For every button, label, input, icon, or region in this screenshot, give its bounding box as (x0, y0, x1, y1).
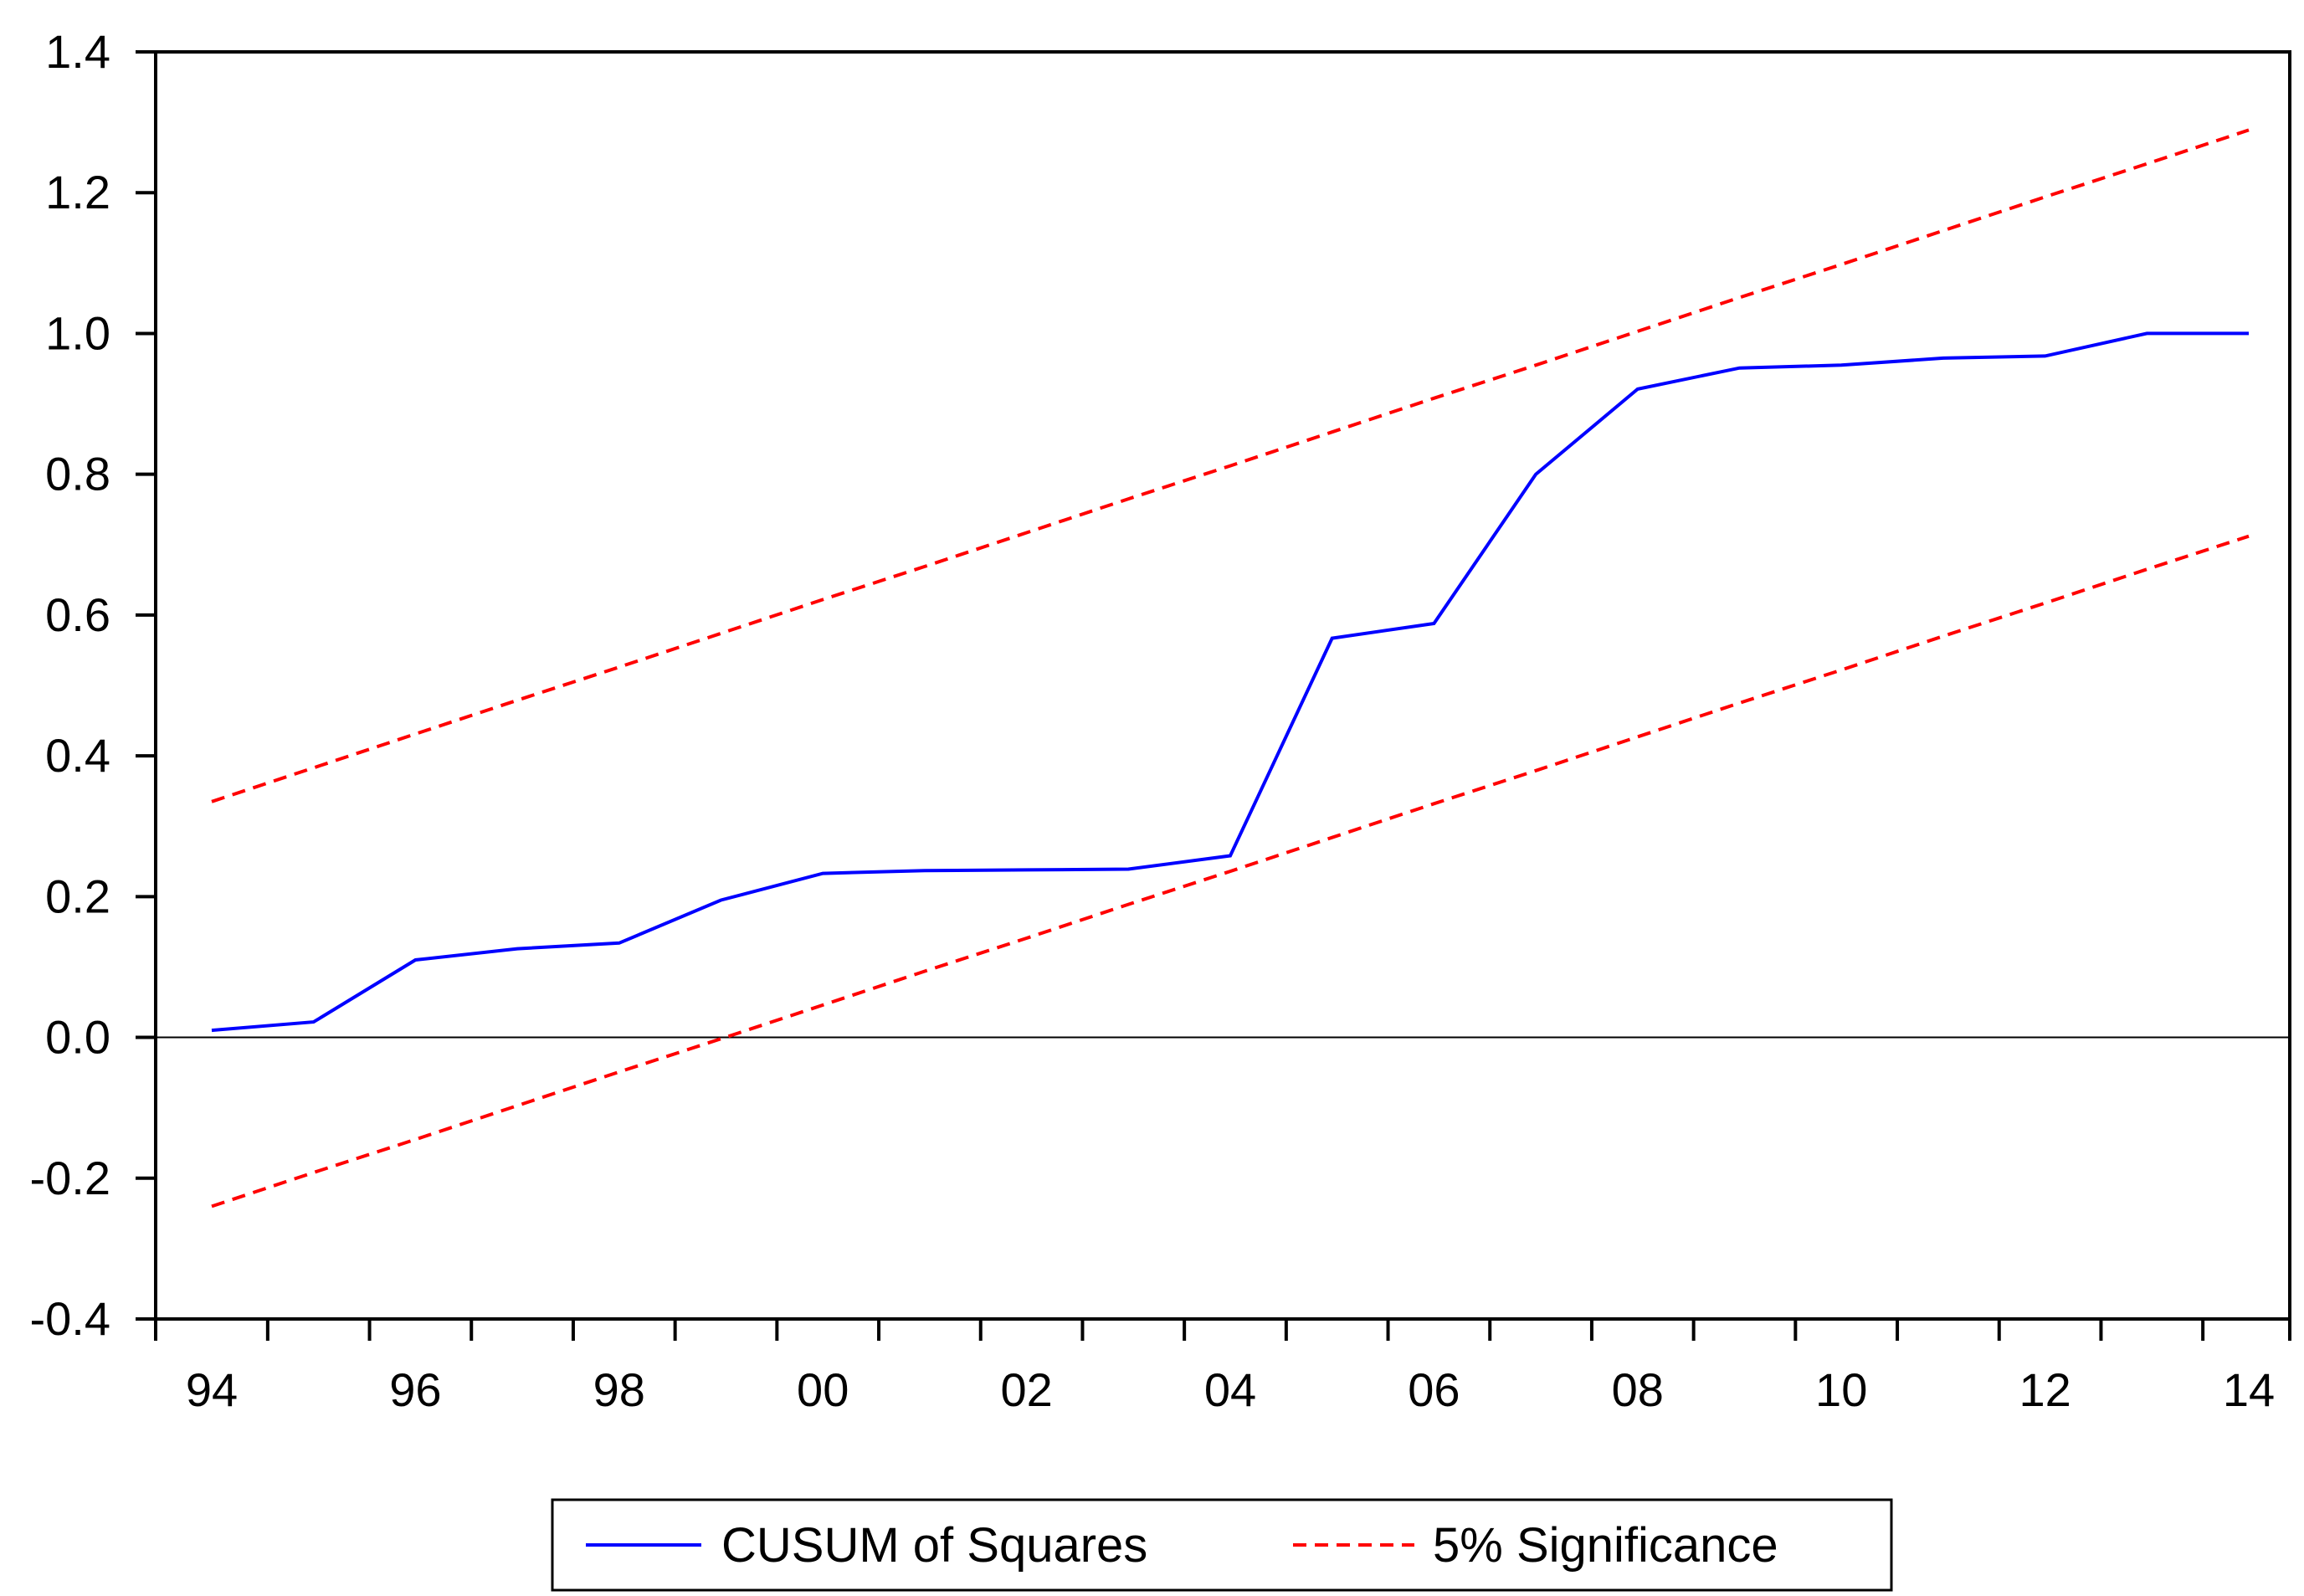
cusum-squares-line (211, 331, 2249, 1033)
legend-box (551, 1498, 1893, 1592)
x-tick-label: 08 (1612, 1363, 1664, 1416)
y-tick-label: 1.0 (45, 306, 110, 359)
x-tick-label: 02 (1000, 1363, 1052, 1416)
y-tick-label: 1.4 (45, 25, 110, 78)
x-tick-label: 98 (593, 1363, 645, 1416)
y-tick-label: 0.8 (45, 448, 110, 500)
x-tick-label: 00 (797, 1363, 849, 1416)
significance-bound-line-2 (211, 534, 2250, 1209)
x-tick-label: 12 (2019, 1363, 2071, 1416)
y-tick-label: 0.6 (45, 588, 110, 641)
y-tick-label: 0.2 (45, 870, 110, 922)
plot-frame (154, 50, 2291, 1321)
y-tick-label: 0.0 (45, 1011, 110, 1064)
x-tick-label: 06 (1408, 1363, 1460, 1416)
legend-label-0: CUSUM of Squares (721, 1518, 1147, 1573)
y-tick-label: 1.2 (45, 166, 110, 218)
y-tick-label: -0.4 (30, 1292, 111, 1345)
y-tick-label: 0.4 (45, 729, 110, 782)
x-tick-label: 94 (186, 1363, 238, 1416)
legend-label-1: 5% Significance (1433, 1518, 1778, 1573)
x-tick-label: 10 (1815, 1363, 1867, 1416)
x-tick-label: 04 (1204, 1363, 1256, 1416)
significance-bound-line-1 (211, 128, 2250, 803)
y-tick-label: -0.2 (30, 1152, 111, 1204)
x-tick-label: 14 (2223, 1363, 2275, 1416)
x-tick-label: 96 (389, 1363, 441, 1416)
